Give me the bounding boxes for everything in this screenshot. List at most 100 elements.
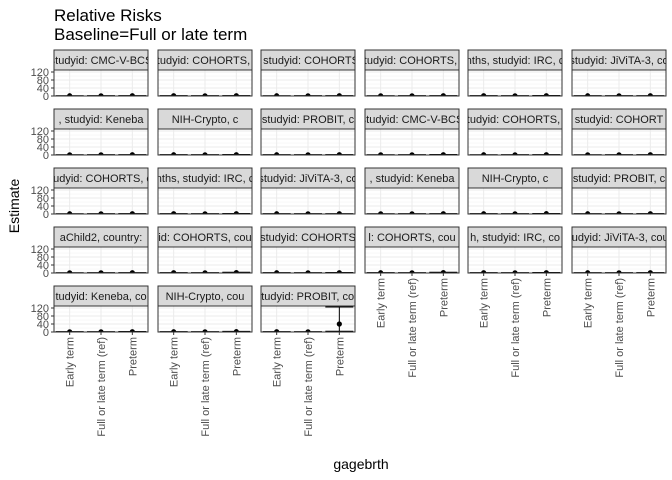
panel-grid: [365, 129, 459, 155]
estimate-point: [171, 211, 177, 214]
estimate-point: [543, 152, 549, 155]
estimate-point: [440, 270, 446, 273]
estimate-point: [233, 329, 239, 332]
panel-border: [467, 128, 563, 156]
facet-strip-label: tudyid: COHORTS, c: [50, 173, 152, 185]
facet-strip-label: studyid: PROBIT, cou: [256, 291, 361, 303]
y-tick-label: 0: [43, 209, 49, 221]
estimate-point: [512, 270, 518, 273]
facet-strip-label: studyid: COHORT: [575, 114, 664, 126]
facet-strip-label: studyid: COHORTS, c: [151, 55, 259, 67]
facet-strip-label: tudyid: Keneba, co: [55, 291, 146, 303]
panel-border: [467, 187, 563, 215]
facet-panel: studyid: JiViTA-3, coun Early term Full or…: [563, 226, 672, 378]
facet-panel: studyid: COHORTS, c: [364, 49, 460, 97]
panel-grid: [365, 70, 459, 96]
panel-grid: [572, 247, 666, 273]
panel-border: [364, 128, 460, 156]
facet-panel: studyid: PROBIT, c: [260, 108, 356, 156]
estimate-point: [585, 270, 591, 273]
estimate-point: [543, 270, 549, 273]
estimate-point: [67, 93, 73, 96]
facet-panel: h, studyid: IRC, co Early term Full or lat…: [467, 226, 563, 378]
panel-border: [571, 128, 667, 156]
estimate-point: [647, 270, 653, 273]
y-tick-label: 80: [37, 311, 49, 323]
x-tick-label: Full or late term (ref): [96, 337, 108, 437]
facet-panel: NIH-Crypto, c: [157, 108, 253, 156]
panel-grid: [365, 188, 459, 214]
panel-grid: [261, 129, 355, 155]
estimate-point: [305, 93, 311, 96]
x-tick-label: Early term: [376, 278, 388, 328]
estimate-point: [274, 211, 280, 214]
panel-grid: [158, 70, 252, 96]
estimate-point: [585, 211, 591, 214]
facet-strip-label: , studyid: COHORTS: [257, 55, 359, 67]
y-tick-label: 40: [37, 142, 49, 154]
facet-strip-label: studyid: CMC-V-BCS: [361, 114, 464, 126]
panel-grid: [54, 306, 148, 332]
estimate-point: [305, 152, 311, 155]
facet-strip-label: NIH-Crypto, cou: [166, 291, 245, 303]
x-axis-title: gagebrth: [333, 456, 388, 472]
estimate-point: [512, 152, 518, 155]
estimate-point: [129, 270, 135, 273]
panel-border: [260, 246, 356, 274]
facet-strip-label: nths, studyid: IRC, c: [156, 173, 255, 185]
y-tick-label: 120: [31, 126, 49, 138]
y-tick-label: 40: [37, 201, 49, 213]
estimate-point: [647, 93, 653, 96]
panel-border: [53, 128, 149, 156]
estimate-point: [67, 211, 73, 214]
estimate-point: [171, 329, 177, 332]
panel-grid: [158, 129, 252, 155]
estimate-point: [98, 152, 104, 155]
facet-panel: studyid: COHORT: [571, 108, 667, 156]
x-tick-label: Preterm: [127, 337, 139, 376]
x-tick-label: Early term: [65, 337, 77, 387]
panel-grid: [365, 247, 459, 273]
estimate-point: [98, 93, 104, 96]
chart-title: Relative Risks: [54, 6, 162, 25]
facet-panel: , studyid: COHORTS: [257, 49, 359, 97]
estimate-point: [274, 329, 280, 332]
y-tick-label: 80: [37, 193, 49, 205]
facet-panel: NIH-Crypto, cou Early term Full or late te…: [157, 285, 253, 437]
facet-strip-label: studyid: JiViTA-3, co: [258, 173, 357, 185]
chart-subtitle: Baseline=Full or late term: [54, 25, 247, 44]
x-tick-label: Early term: [479, 278, 491, 328]
panel-grid: [572, 188, 666, 214]
estimate-point: [233, 270, 239, 273]
estimate-point: [481, 270, 487, 273]
panel-grid: [468, 70, 562, 96]
facet-strip-label: nths, studyid: IRC, c: [466, 55, 565, 67]
x-tick-label: Early term: [169, 337, 181, 387]
facet-strip-label: , studyid: Keneba: [58, 114, 144, 126]
panel-grid: [54, 129, 148, 155]
estimate-point: [409, 152, 415, 155]
panel-grid: [158, 188, 252, 214]
facet-panel: nths, studyid: IRC, c: [156, 167, 255, 215]
facet-strip-label: studyid: JiViTA-3, coun: [563, 232, 672, 244]
y-tick-label: 120: [31, 244, 49, 256]
panel-grid: [572, 129, 666, 155]
panel-border: [260, 187, 356, 215]
estimate-point: [171, 93, 177, 96]
estimate-point: [378, 93, 384, 96]
panel-border: [53, 246, 149, 274]
y-tick-label: 120: [31, 67, 49, 79]
facet-panel: studyid: COHORTS, c: [461, 108, 569, 156]
estimate-point: [129, 93, 135, 96]
panel-grid: [158, 306, 252, 332]
estimate-point: [171, 270, 177, 273]
x-tick-label: Early term: [583, 278, 595, 328]
facet-strip-label: studyid: COHORTS, c: [461, 114, 569, 126]
panel-border: [53, 187, 149, 215]
x-tick-label: Full or late term (ref): [510, 278, 522, 378]
panel-grid: [261, 70, 355, 96]
facet-strip-label: h, studyid: IRC, co: [470, 232, 560, 244]
